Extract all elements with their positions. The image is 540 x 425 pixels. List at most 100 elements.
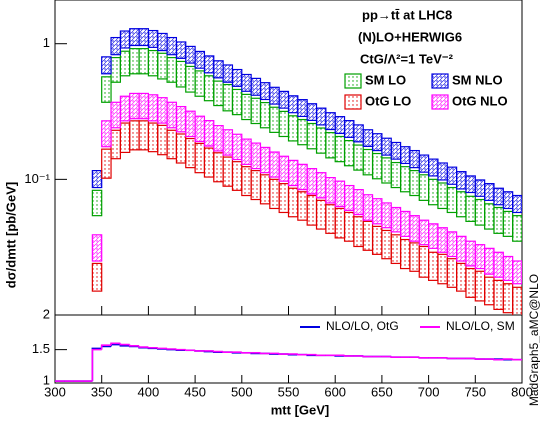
band-bin bbox=[269, 86, 280, 105]
band-bin bbox=[147, 49, 159, 77]
band-bin bbox=[129, 48, 140, 75]
ratio-step bbox=[100, 345, 112, 349]
band-bin bbox=[493, 187, 504, 206]
band-bin bbox=[138, 92, 149, 120]
band-bin bbox=[250, 97, 262, 125]
x-tick-label: 600 bbox=[324, 384, 346, 399]
ratio-step bbox=[502, 358, 513, 360]
band-bin bbox=[297, 163, 308, 191]
band-bin bbox=[91, 262, 103, 292]
band-bin bbox=[250, 142, 262, 170]
band-bin bbox=[297, 191, 308, 221]
band-bin bbox=[353, 144, 364, 171]
band-bin bbox=[474, 198, 486, 226]
band-bin bbox=[119, 30, 131, 49]
ratio-step bbox=[128, 344, 140, 347]
band-bin bbox=[194, 70, 206, 97]
band-bin bbox=[203, 75, 215, 102]
band-bin bbox=[222, 83, 234, 112]
band-bin bbox=[334, 180, 346, 208]
band-bin bbox=[110, 56, 121, 83]
band-bin bbox=[418, 245, 430, 278]
ratio-step bbox=[212, 350, 224, 353]
band-bin bbox=[343, 140, 355, 167]
band-bin bbox=[428, 223, 439, 249]
legend-label: SM LO bbox=[365, 72, 406, 87]
band-bin bbox=[231, 133, 243, 161]
band-bin bbox=[222, 64, 234, 83]
x-tick-label: 400 bbox=[138, 384, 160, 399]
band-bin bbox=[250, 170, 262, 201]
legend-label: OtG LO bbox=[365, 93, 411, 108]
band-bin bbox=[390, 206, 402, 233]
band-bin bbox=[362, 148, 374, 176]
band-bin bbox=[456, 171, 467, 190]
band-bin bbox=[287, 115, 299, 142]
band-bin bbox=[194, 115, 206, 143]
band-bin bbox=[278, 110, 290, 138]
ratio-step bbox=[241, 351, 252, 354]
band-bin bbox=[456, 262, 467, 292]
band-bin bbox=[297, 118, 308, 146]
band-bin bbox=[418, 174, 430, 201]
legend-swatch bbox=[344, 94, 362, 110]
band-bin bbox=[287, 95, 299, 114]
band-bin bbox=[315, 127, 327, 154]
x-tick-label: 350 bbox=[91, 384, 113, 399]
band-bin bbox=[399, 210, 411, 237]
ratio-step bbox=[259, 352, 270, 355]
band-bin bbox=[101, 76, 112, 103]
band-bin bbox=[512, 286, 522, 315]
band-bin bbox=[437, 182, 448, 210]
band-bin bbox=[371, 152, 383, 180]
x-tick-label: 450 bbox=[184, 384, 206, 399]
band-bin bbox=[343, 211, 355, 242]
band-bin bbox=[138, 120, 149, 151]
band-bin bbox=[343, 120, 355, 138]
band-bin bbox=[371, 198, 383, 225]
band-bin bbox=[269, 178, 280, 210]
band-bin bbox=[241, 93, 252, 121]
ratio-step bbox=[390, 356, 401, 358]
ratio-step bbox=[194, 350, 205, 352]
band-bin bbox=[157, 52, 168, 80]
band-bin bbox=[428, 251, 439, 281]
band-bin bbox=[278, 90, 290, 109]
band-bin bbox=[428, 178, 439, 206]
x-tick-label: 750 bbox=[464, 384, 486, 399]
band-bin bbox=[269, 151, 280, 178]
ratio-step bbox=[147, 346, 158, 349]
band-bin bbox=[213, 125, 224, 152]
band-bin bbox=[484, 203, 495, 230]
ratio-step bbox=[110, 343, 121, 347]
band-bin bbox=[241, 73, 252, 92]
band-bin bbox=[119, 122, 131, 154]
band-bin bbox=[353, 216, 364, 248]
ratio-step bbox=[91, 348, 102, 382]
band-bin bbox=[203, 120, 215, 147]
x-axis-label: mtt [GeV] bbox=[271, 402, 330, 417]
ratio-step bbox=[138, 345, 149, 348]
band-bin bbox=[119, 50, 131, 77]
ratio-step bbox=[119, 343, 130, 346]
band-bin bbox=[166, 36, 178, 56]
band-bin bbox=[512, 260, 522, 285]
subtitle: (N)LO+HERWIG6 bbox=[358, 29, 462, 44]
ratio-step bbox=[297, 353, 308, 356]
band-bin bbox=[353, 124, 364, 143]
band-bin bbox=[390, 234, 402, 265]
band-bin bbox=[231, 161, 243, 191]
band-bin bbox=[203, 55, 215, 74]
band-bin bbox=[409, 170, 420, 197]
ratio-step bbox=[418, 357, 429, 359]
ratio-step bbox=[511, 358, 522, 361]
band-bin bbox=[101, 120, 112, 148]
ratio-step bbox=[184, 349, 196, 352]
band-bin bbox=[456, 235, 467, 262]
band-bin bbox=[175, 105, 187, 133]
band-bin bbox=[325, 177, 336, 204]
band-bin bbox=[325, 132, 336, 159]
band-bin bbox=[465, 175, 476, 194]
band-bin bbox=[231, 68, 243, 87]
